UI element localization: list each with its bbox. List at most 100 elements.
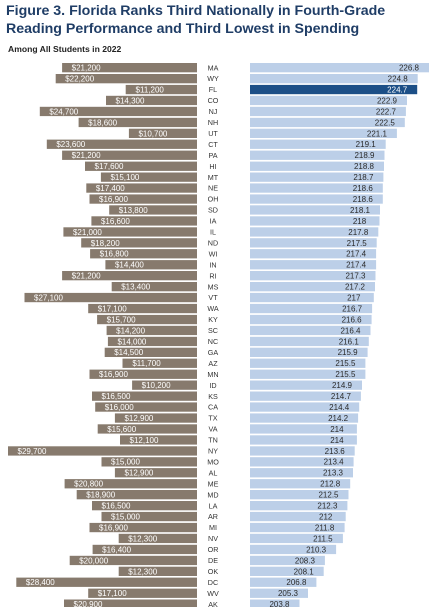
- score-label-me: 212.8: [320, 480, 341, 489]
- state-label-wa: WA: [207, 304, 219, 313]
- state-label-la: LA: [209, 501, 218, 510]
- score-bar-de: [250, 555, 325, 566]
- row-nh: $18,600 NH 222.5: [78, 117, 405, 128]
- score-bar-al: [250, 468, 353, 478]
- row-nd: $18,200 ND 217.5: [81, 238, 377, 248]
- score-label-hi: 218.8: [354, 162, 375, 171]
- row-mi: $16,900 MI 211.8: [89, 522, 345, 533]
- spending-bar-ca: [95, 402, 197, 412]
- spending-label-ca: $16,000: [105, 403, 134, 412]
- spending-bar-ak: [64, 599, 197, 607]
- spending-label-pa: $21,200: [72, 151, 101, 160]
- state-label-or: OR: [208, 545, 219, 554]
- spending-bar-or: [92, 544, 197, 555]
- row-me: $20,800 ME 212.8: [64, 479, 351, 489]
- row-sd: $13,800 SD 218.1: [109, 205, 380, 215]
- score-bar-nh: [250, 117, 405, 128]
- row-nj: $24,700 NJ 222.7: [39, 106, 406, 116]
- spending-bar-va: [97, 424, 197, 434]
- spending-label-or: $16,400: [102, 545, 131, 554]
- state-label-nh: NH: [208, 118, 218, 127]
- score-label-fl: 224.7: [387, 86, 408, 95]
- spending-label-tx: $12,900: [124, 414, 153, 423]
- spending-bar-tn: [120, 435, 197, 445]
- row-nc: $14,000 NC 216.1: [107, 336, 369, 347]
- state-label-mi: MI: [209, 523, 217, 532]
- chart-subtitle: Among All Students in 2022: [8, 44, 122, 54]
- spending-bar-ga: [104, 347, 197, 357]
- state-label-nj: NJ: [209, 107, 218, 116]
- spending-bar-pa: [62, 150, 197, 160]
- state-label-ny: NY: [208, 447, 218, 456]
- score-bar-ny: [250, 446, 355, 456]
- score-label-nj: 222.7: [376, 107, 397, 116]
- row-ky: $15,700 KY 216.6: [97, 314, 372, 324]
- spending-label-ia: $16,600: [101, 217, 130, 226]
- score-label-va: 214: [330, 425, 344, 434]
- score-bar-ne: [250, 183, 383, 193]
- score-bar-ga: [250, 347, 368, 357]
- score-label-co: 222.9: [377, 96, 398, 105]
- score-label-al: 213.3: [323, 469, 344, 478]
- spending-bar-in: [105, 260, 197, 270]
- spending-label-mt: $15,100: [110, 173, 139, 182]
- row-il: $21,000 IL 217.8: [63, 227, 379, 237]
- spending-label-dc: $28,400: [26, 578, 55, 587]
- score-bar-sc: [250, 325, 371, 336]
- spending-bar-ks: [92, 391, 197, 401]
- spending-label-ut: $10,700: [138, 129, 167, 138]
- spending-label-vt: $27,100: [34, 294, 63, 303]
- spending-label-va: $15,600: [107, 425, 136, 434]
- row-de: $20,000 DE 208.3: [69, 555, 325, 566]
- state-label-il: IL: [210, 228, 216, 237]
- spending-bar-tx: [114, 413, 197, 423]
- spending-bar-nc: [107, 336, 197, 347]
- row-ut: $10,700 UT 221.1: [128, 128, 397, 138]
- state-label-wv: WV: [207, 589, 219, 598]
- spending-label-la: $16,500: [102, 502, 131, 511]
- score-label-vt: 217: [347, 294, 361, 303]
- score-bar-ma: [250, 63, 429, 73]
- row-mt: $15,100 MT 218.7: [100, 172, 384, 182]
- score-label-tx: 214.2: [328, 414, 349, 423]
- score-label-ga: 215.9: [338, 348, 359, 357]
- score-label-md: 212.5: [318, 491, 339, 500]
- spending-label-mo: $15,000: [111, 458, 140, 467]
- score-label-mt: 218.7: [353, 173, 374, 182]
- row-ms: $13,400 MS 217.2: [111, 282, 375, 292]
- spending-label-co: $14,300: [116, 96, 145, 105]
- row-wy: $22,200 WY 224.8: [55, 74, 418, 84]
- row-ri: $21,200 RI 217.3: [62, 271, 376, 281]
- score-bar-ia: [250, 216, 380, 226]
- score-label-ok: 208.1: [294, 567, 315, 576]
- score-bar-md: [250, 490, 349, 500]
- row-ca: $16,000 CA 214.4: [95, 402, 360, 412]
- row-ia: $16,600 IA 218: [91, 216, 380, 226]
- score-bar-ca: [250, 402, 360, 412]
- score-bar-ri: [250, 271, 376, 281]
- state-label-co: CO: [208, 96, 219, 105]
- row-ks: $16,500 KS 214.7: [92, 391, 361, 401]
- spending-label-fl: $11,200: [136, 86, 165, 95]
- spending-bar-ok: [118, 566, 197, 576]
- score-bar-hi: [250, 161, 384, 171]
- score-label-ca: 214.4: [329, 403, 350, 412]
- row-va: $15,600 VA 214: [97, 424, 357, 434]
- spending-bar-id: [132, 380, 197, 390]
- state-label-ak: AK: [208, 600, 218, 607]
- score-bar-mi: [250, 522, 345, 533]
- state-label-tx: TX: [208, 414, 217, 423]
- score-label-dc: 206.8: [286, 578, 307, 587]
- spending-label-nj: $24,700: [49, 107, 78, 116]
- row-in: $14,400 IN 217.4: [105, 260, 377, 270]
- state-label-va: VA: [208, 425, 217, 434]
- score-label-mi: 211.8: [315, 523, 335, 532]
- row-ok: $12,300 OK 208.1: [118, 566, 324, 576]
- spending-bar-oh: [89, 194, 197, 204]
- state-label-mn: MN: [207, 370, 218, 379]
- state-label-ga: GA: [208, 348, 219, 357]
- state-label-tn: TN: [208, 436, 218, 445]
- score-label-ut: 221.1: [367, 129, 388, 138]
- spending-bar-wa: [88, 303, 197, 314]
